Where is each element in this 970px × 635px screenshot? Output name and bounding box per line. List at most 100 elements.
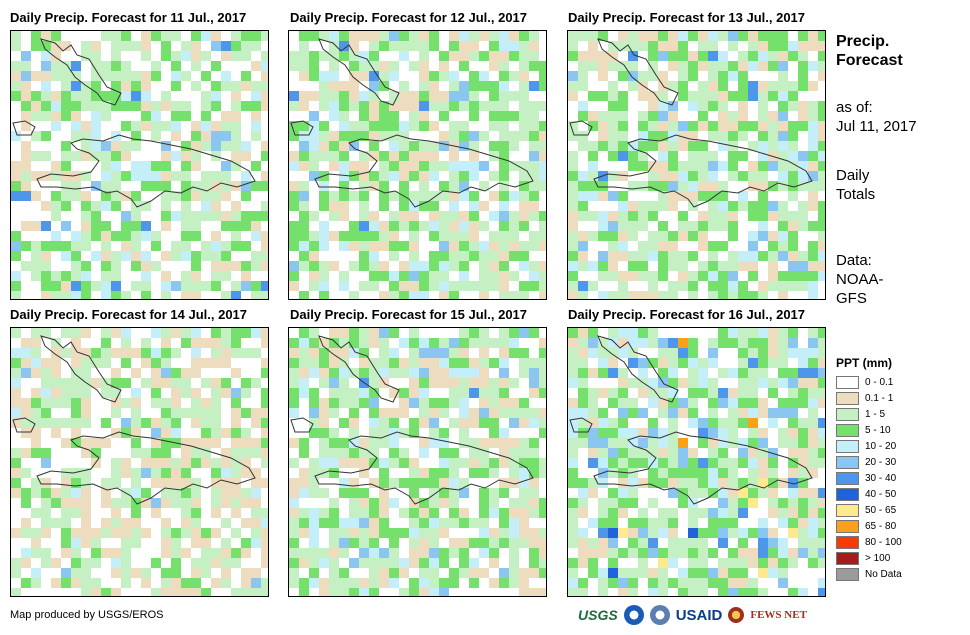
panel-title-jul13: Daily Precip. Forecast for 13 Jul., 2017 <box>568 10 806 25</box>
partner-logos: USGS USAID FEWS NET <box>578 602 807 628</box>
panel-title-jul11: Daily Precip. Forecast for 11 Jul., 2017 <box>10 10 247 25</box>
data-source-line1: NOAA- <box>836 271 884 288</box>
totals-line2: Totals <box>836 186 876 203</box>
legend-swatch <box>836 407 859 421</box>
data-label: Data: <box>836 252 872 269</box>
asof-date: Jul 11, 2017 <box>836 118 917 135</box>
precip-raster-jul13 <box>568 31 825 299</box>
legend-label: 0.1 - 1 <box>865 392 894 404</box>
forecast-map-jul12 <box>288 30 547 300</box>
legend-item: 5 - 10 <box>836 422 966 438</box>
precip-legend: PPT (mm) 0 - 0.1 0.1 - 1 1 - 5 5 - 10 10 - 2… <box>836 356 966 582</box>
legend-item: 80 - 100 <box>836 534 966 550</box>
legend-swatch <box>836 439 859 453</box>
cuba-coastline <box>318 335 400 403</box>
legend-item: 40 - 50 <box>836 486 966 502</box>
precip-raster-jul16 <box>568 328 825 596</box>
legend-swatch <box>836 551 859 565</box>
legend-item: > 100 <box>836 550 966 566</box>
legend-item: 1 - 5 <box>836 406 966 422</box>
legend-label: 65 - 80 <box>865 520 897 532</box>
legend-swatch <box>836 519 859 533</box>
precip-raster-jul12 <box>289 31 546 299</box>
legend-swatch <box>836 471 859 485</box>
info-heading-line2: Forecast <box>836 52 903 69</box>
jamaica-coastline <box>290 120 314 136</box>
hispaniola-coastline <box>314 431 534 505</box>
jamaica-coastline <box>12 417 36 433</box>
hispaniola-coastline <box>36 134 256 208</box>
info-totals: Daily Totals <box>836 166 875 204</box>
legend-swatch <box>836 487 859 501</box>
legend-label: 30 - 40 <box>865 472 897 484</box>
jamaica-coastline <box>569 120 593 136</box>
precip-raster-jul14 <box>11 328 268 596</box>
legend-swatch <box>836 455 859 469</box>
cuba-coastline <box>40 335 122 403</box>
legend-item: 65 - 80 <box>836 518 966 534</box>
usgs-logo: USGS <box>578 607 618 623</box>
legend-label: 50 - 65 <box>865 504 897 516</box>
panel-title-jul16: Daily Precip. Forecast for 16 Jul., 2017 <box>568 307 806 322</box>
legend-label: 20 - 30 <box>865 456 897 468</box>
legend-label: 1 - 5 <box>865 408 886 420</box>
fews-globe-icon <box>728 607 745 623</box>
legend-swatch <box>836 567 859 581</box>
usaid-seal-icon <box>649 605 670 625</box>
legend-swatch <box>836 535 859 549</box>
forecast-map-jul16 <box>567 327 826 597</box>
info-heading: Precip. Forecast <box>836 32 903 70</box>
legend-swatch <box>836 423 859 437</box>
forecast-map-jul11 <box>10 30 269 300</box>
panel-title-jul12: Daily Precip. Forecast for 12 Jul., 2017 <box>290 10 528 25</box>
info-data-source: Data: NOAA- GFS <box>836 251 884 308</box>
precip-raster-jul15 <box>289 328 546 596</box>
forecast-map-jul15 <box>288 327 547 597</box>
fews-net-logo: FEWS NET <box>750 609 807 621</box>
jamaica-coastline <box>12 120 36 136</box>
legend-rows: 0 - 0.1 0.1 - 1 1 - 5 5 - 10 10 - 20 20 - 30 3… <box>836 374 966 582</box>
legend-item: 20 - 30 <box>836 454 966 470</box>
legend-item: 10 - 20 <box>836 438 966 454</box>
legend-label: 5 - 10 <box>865 424 891 436</box>
legend-item: 50 - 65 <box>836 502 966 518</box>
legend-label: 10 - 20 <box>865 440 897 452</box>
info-asof: as of: Jul 11, 2017 <box>836 98 917 136</box>
usaid-logo: USAID <box>676 607 723 624</box>
hispaniola-coastline <box>593 431 813 505</box>
legend-item: 0 - 0.1 <box>836 374 966 390</box>
cuba-coastline <box>597 38 679 106</box>
panel-title-jul14: Daily Precip. Forecast for 14 Jul., 2017 <box>10 307 248 322</box>
hispaniola-coastline <box>36 431 256 505</box>
usaid-logo-text: USAID <box>675 606 723 624</box>
legend-title: PPT (mm) <box>836 356 893 370</box>
legend-label: 80 - 100 <box>865 536 902 548</box>
precip-raster-jul11 <box>11 31 268 299</box>
noaa-logo-icon <box>623 605 644 625</box>
legend-item: 30 - 40 <box>836 470 966 486</box>
panel-title-jul15: Daily Precip. Forecast for 15 Jul., 2017 <box>290 307 528 322</box>
data-source-line2: GFS <box>836 290 867 307</box>
map-credit: Map produced by USGS/EROS <box>10 609 164 621</box>
jamaica-coastline <box>290 417 314 433</box>
asof-label: as of: <box>836 99 873 116</box>
cuba-coastline <box>597 335 679 403</box>
cuba-coastline <box>40 38 122 106</box>
hispaniola-coastline <box>314 134 534 208</box>
legend-label: No Data <box>865 568 902 580</box>
legend-label: > 100 <box>865 552 891 564</box>
legend-item: 0.1 - 1 <box>836 390 966 406</box>
legend-swatch <box>836 375 859 389</box>
cuba-coastline <box>318 38 400 106</box>
legend-item: No Data <box>836 566 966 582</box>
forecast-map-jul13 <box>567 30 826 300</box>
forecast-map-jul14 <box>10 327 269 597</box>
legend-swatch <box>836 391 859 405</box>
info-heading-line1: Precip. <box>836 33 890 50</box>
legend-swatch <box>836 503 859 517</box>
legend-label: 0 - 0.1 <box>865 376 894 388</box>
hispaniola-coastline <box>593 134 813 208</box>
totals-line1: Daily <box>836 167 870 184</box>
jamaica-coastline <box>569 417 593 433</box>
legend-label: 40 - 50 <box>865 488 897 500</box>
